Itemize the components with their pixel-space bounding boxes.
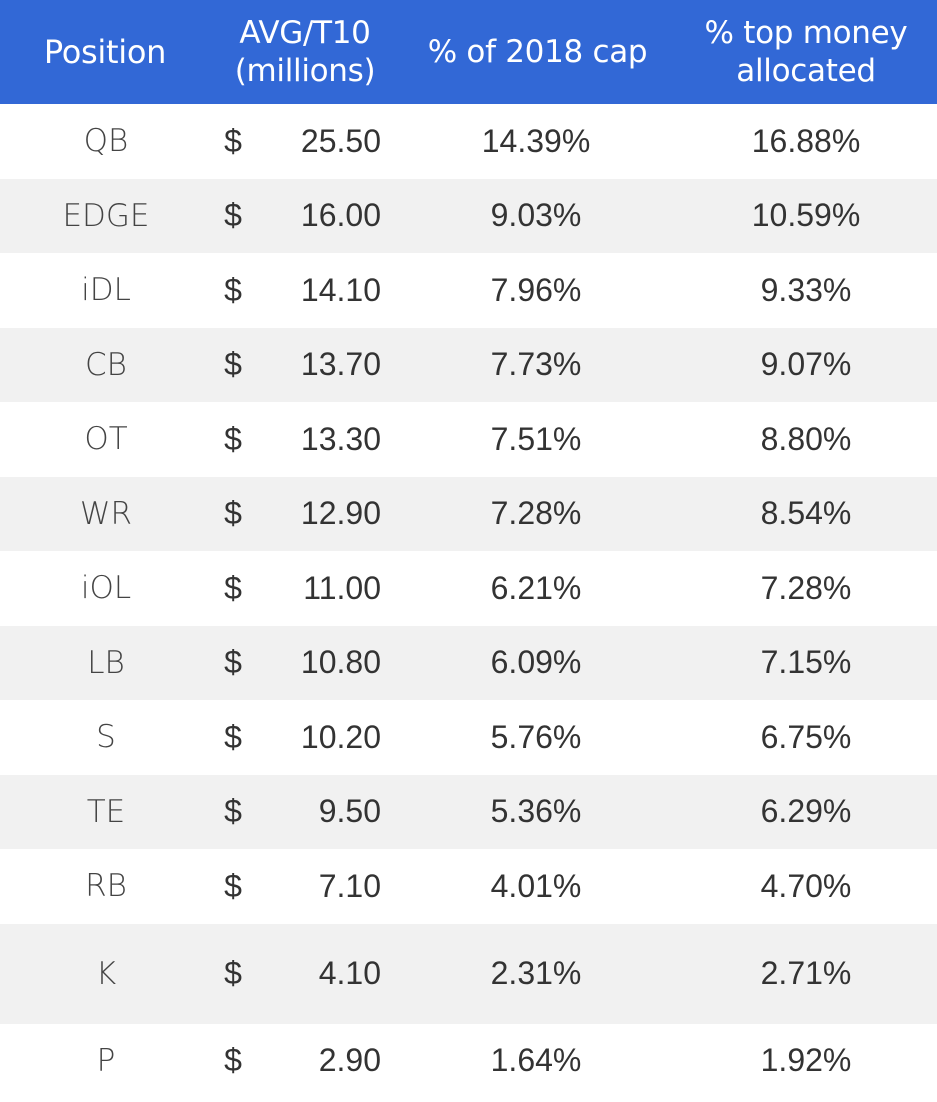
table-row: P $2.90 1.64% 1.92%	[0, 1024, 937, 1099]
top-money-percent-cell: 9.07%	[760, 346, 852, 383]
header-position-label: Position	[43, 33, 167, 71]
cap-percent-cell: 7.51%	[490, 420, 582, 457]
currency-symbol: $	[224, 718, 242, 755]
position-cell: TE	[86, 793, 126, 830]
position-cell: WR	[79, 495, 133, 532]
top-money-percent-cell: 7.28%	[760, 569, 852, 606]
header-top-line1: % top money	[704, 15, 908, 51]
top-money-percent-cell: 1.92%	[760, 1042, 852, 1079]
cap-percent-cell: 6.21%	[490, 569, 582, 606]
cap-percent-cell: 14.39%	[481, 122, 591, 159]
currency-symbol: $	[224, 1042, 242, 1079]
top-money-percent-cell: 4.70%	[760, 867, 852, 904]
currency-symbol: $	[224, 495, 242, 532]
table-row: iOL $11.00 6.21% 7.28%	[0, 551, 937, 626]
cap-percent-cell: 2.31%	[490, 955, 582, 991]
position-cell: P	[96, 1042, 116, 1079]
currency-symbol: $	[224, 955, 242, 991]
position-cell: iDL	[81, 272, 131, 309]
currency-symbol: $	[224, 420, 242, 457]
avg-value-cell: 13.70	[300, 346, 381, 383]
avg-value-cell: 10.20	[300, 718, 381, 755]
currency-symbol: $	[224, 644, 242, 681]
avg-value-cell: 25.50	[300, 122, 381, 159]
table-row: CB $13.70 7.73% 9.07%	[0, 327, 937, 402]
position-cell: K	[95, 955, 117, 992]
header-cap-label: % of 2018 cap	[427, 34, 648, 70]
position-cell: RB	[85, 868, 127, 905]
position-cell: CB	[85, 346, 127, 383]
position-cell: QB	[83, 123, 129, 160]
header-cap-percent: % of 2018 cap	[400, 0, 675, 104]
table-row: OT $13.30 7.51% 8.80%	[0, 402, 937, 477]
avg-value-cell: 12.90	[300, 495, 381, 532]
avg-value-cell: 9.50	[318, 793, 381, 830]
cap-percent-cell: 6.09%	[490, 644, 582, 681]
table-row: LB $10.80 6.09% 7.15%	[0, 625, 937, 700]
top-money-percent-cell: 8.80%	[760, 420, 852, 457]
header-top-money: % top money allocated	[675, 0, 937, 104]
avg-value-cell: 14.10	[300, 271, 381, 308]
avg-value-cell: 4.10	[318, 955, 381, 991]
cap-percent-cell: 9.03%	[490, 197, 582, 234]
currency-symbol: $	[224, 346, 242, 383]
table-header: Position AVG/T10 (millions) % of 2018 ca…	[0, 0, 937, 104]
cap-percent-cell: 7.73%	[490, 346, 582, 383]
currency-symbol: $	[224, 569, 242, 606]
position-cell: iOL	[80, 570, 132, 607]
avg-value-cell: 11.00	[303, 569, 381, 606]
cap-percent-cell: 7.28%	[490, 495, 582, 532]
table-row: S $10.20 5.76% 6.75%	[0, 700, 937, 775]
position-cell: S	[96, 719, 116, 756]
cap-percent-cell: 5.76%	[490, 718, 582, 755]
cap-percent-cell: 7.96%	[490, 271, 582, 308]
table-row: QB $25.50 14.39% 16.88%	[0, 104, 937, 179]
table-row: iDL $14.10 7.96% 9.33%	[0, 253, 937, 328]
cap-percent-cell: 4.01%	[490, 867, 582, 904]
top-money-percent-cell: 2.71%	[760, 955, 852, 991]
top-money-percent-cell: 6.75%	[760, 718, 852, 755]
top-money-percent-cell: 10.59%	[751, 197, 861, 234]
header-avg-t10: AVG/T10 (millions)	[210, 0, 400, 104]
table-row: K $4.10 2.31% 2.71%	[0, 923, 937, 1024]
top-money-percent-cell: 8.54%	[760, 495, 852, 532]
currency-symbol: $	[224, 122, 242, 159]
table-row: TE $9.50 5.36% 6.29%	[0, 774, 937, 849]
currency-symbol: $	[224, 867, 242, 904]
table-row: WR $12.90 7.28% 8.54%	[0, 476, 937, 551]
position-cell: EDGE	[62, 197, 150, 234]
currency-symbol: $	[224, 197, 242, 234]
header-position: Position	[0, 0, 210, 104]
header-top-line2: allocated	[736, 53, 876, 89]
currency-symbol: $	[224, 793, 242, 830]
top-money-percent-cell: 6.29%	[760, 793, 852, 830]
header-avg-line1: AVG/T10	[239, 15, 371, 51]
avg-value-cell: 7.10	[318, 867, 381, 904]
avg-value-cell: 13.30	[300, 420, 381, 457]
top-money-percent-cell: 7.15%	[760, 644, 852, 681]
avg-value-cell: 2.90	[318, 1042, 381, 1079]
avg-value-cell: 10.80	[300, 644, 381, 681]
position-cell: OT	[84, 421, 128, 458]
position-cell: LB	[87, 644, 125, 681]
cap-percent-cell: 1.64%	[490, 1042, 582, 1079]
header-avg-line2: (millions)	[234, 53, 376, 89]
top-money-percent-cell: 16.88%	[751, 122, 861, 159]
table-body: QB $25.50 14.39% 16.88% EDGE $16.00 9.03% 10.59…	[0, 104, 937, 1098]
cap-percent-cell: 5.36%	[490, 793, 582, 830]
currency-symbol: $	[224, 271, 242, 308]
table-row: RB $7.10 4.01% 4.70%	[0, 849, 937, 924]
avg-value-cell: 16.00	[300, 197, 381, 234]
top-money-percent-cell: 9.33%	[760, 271, 852, 308]
table-row: EDGE $16.00 9.03% 10.59%	[0, 178, 937, 253]
